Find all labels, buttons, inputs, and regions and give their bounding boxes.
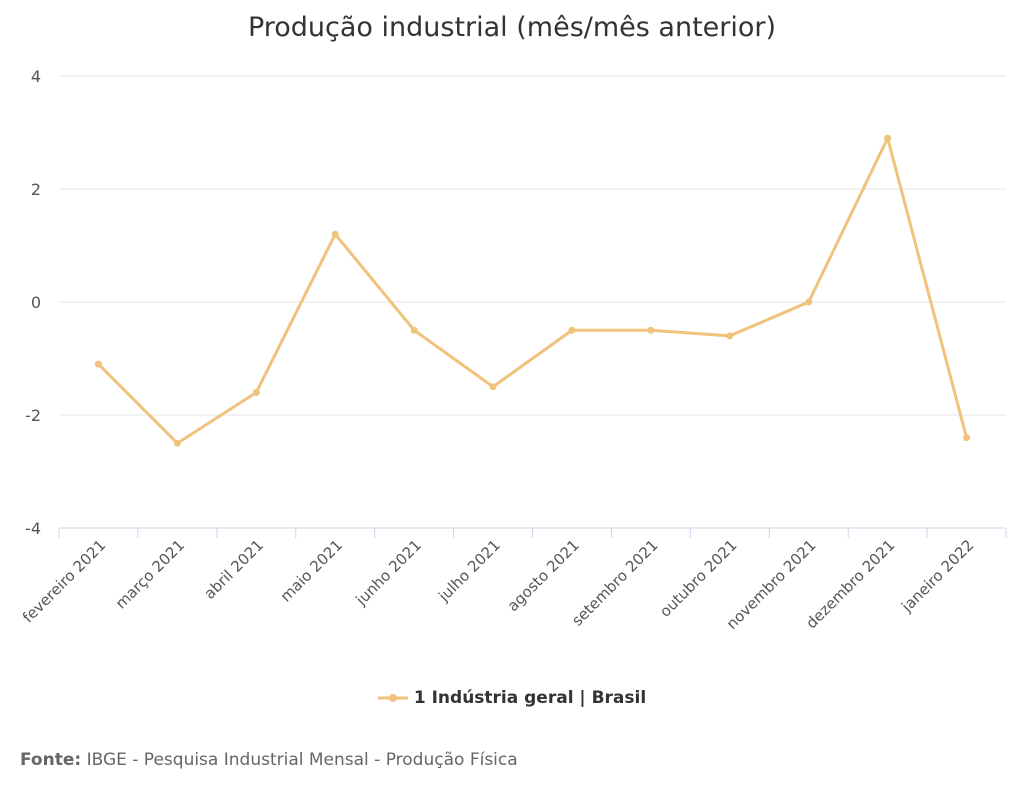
data-point (647, 326, 655, 334)
series-line (97, 136, 968, 445)
source-footer: Fonte: IBGE - Pesquisa Industrial Mensal… (20, 750, 518, 770)
y-tick-label: -4 (25, 519, 41, 538)
data-point (252, 388, 260, 396)
x-tick-label: abril 2021 (201, 536, 268, 603)
legend-label: 1 Indústria geral | Brasil (413, 688, 647, 708)
x-tick-label: janeiro 2022 (897, 536, 977, 616)
x-tick-label: setembro 2021 (568, 536, 662, 630)
x-tick-label: outubro 2021 (656, 536, 741, 621)
data-point (331, 230, 339, 238)
x-tick-label: março 2021 (112, 536, 188, 612)
data-point (489, 383, 497, 391)
data-point (568, 326, 576, 334)
data-point (94, 360, 102, 368)
y-tick-label: 0 (31, 293, 41, 312)
x-tick-label: fevereiro 2021 (19, 536, 109, 626)
data-point (805, 298, 813, 306)
source-text: IBGE - Pesquisa Industrial Mensal - Prod… (86, 750, 518, 770)
x-tick-label: agosto 2021 (504, 536, 583, 615)
x-tick-label: maio 2021 (277, 536, 346, 605)
chart-title: Produção industrial (mês/mês anterior) (247, 12, 777, 43)
data-point (963, 434, 971, 442)
legend-line-icon (377, 694, 408, 702)
line-chart: -4 -2 0 2 4 fevereiro 2021 março 2021 abril 202… (19, 67, 1007, 633)
legend-item[interactable]: 1 Indústria geral | Brasil (0, 688, 1024, 708)
data-point (173, 439, 181, 447)
data-point (410, 326, 418, 334)
x-tick-label: junho 2021 (352, 536, 425, 609)
y-tick-label: 2 (31, 180, 41, 199)
y-tick-label: -2 (25, 406, 41, 425)
source-label: Fonte: (20, 750, 82, 770)
x-tick-label: julho 2021 (434, 536, 504, 606)
data-point (884, 134, 892, 142)
data-point (726, 332, 734, 340)
y-tick-label: 4 (31, 67, 41, 86)
